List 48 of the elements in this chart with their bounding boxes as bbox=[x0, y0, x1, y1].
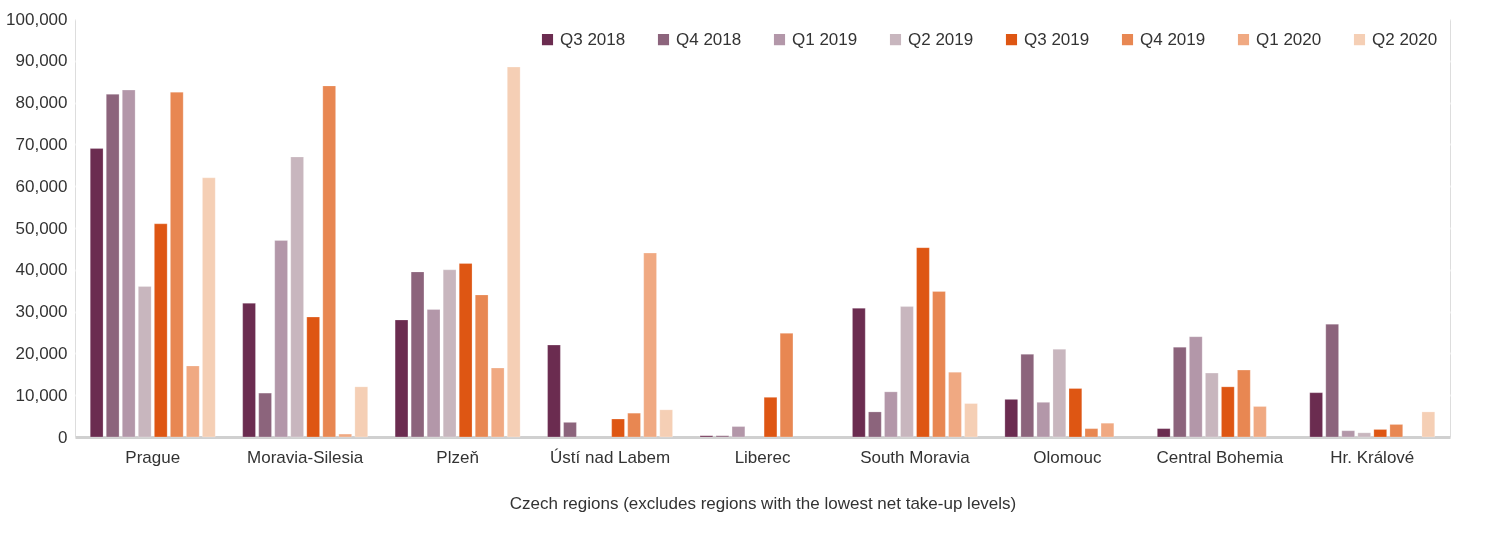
x-tick-label: Prague bbox=[125, 447, 181, 467]
x-tick-label: South Moravia bbox=[860, 447, 971, 467]
legend-label: Q4 2018 bbox=[676, 29, 742, 49]
legend-label: Q2 2020 bbox=[1372, 29, 1438, 49]
x-tick-label: Ústí nad Labem bbox=[550, 447, 671, 467]
bar bbox=[1421, 411, 1436, 438]
bar bbox=[627, 412, 641, 438]
bar bbox=[1253, 406, 1267, 438]
legend-label: Q1 2020 bbox=[1256, 29, 1322, 49]
y-tick-label: 60,000 bbox=[15, 176, 68, 196]
y-tick-label: 50,000 bbox=[15, 218, 68, 238]
y-tick-label: 90,000 bbox=[15, 51, 68, 71]
bar bbox=[1036, 402, 1051, 438]
x-tick-label: Central Bohemia bbox=[1156, 447, 1284, 467]
x-axis-title: Czech regions (excludes regions with the lowest net take-up levels) bbox=[509, 493, 1017, 513]
legend-label: Q3 2018 bbox=[560, 29, 626, 49]
bar bbox=[868, 411, 882, 438]
y-tick-label: 70,000 bbox=[15, 134, 68, 154]
x-tick-label: Plzeň bbox=[436, 447, 479, 467]
bar bbox=[659, 409, 673, 438]
legend-label: Q1 2019 bbox=[792, 29, 858, 49]
y-tick-label: 20,000 bbox=[15, 343, 68, 363]
bar bbox=[1004, 399, 1018, 438]
y-tick-label: 0 bbox=[58, 427, 68, 447]
y-tick-label: 40,000 bbox=[15, 260, 68, 280]
x-tick-label: Moravia-Silesia bbox=[247, 447, 364, 467]
bar bbox=[1373, 429, 1387, 438]
bar bbox=[563, 422, 577, 438]
y-tick-label: 80,000 bbox=[15, 93, 68, 113]
bar bbox=[1157, 428, 1171, 438]
y-tick-label: 30,000 bbox=[15, 302, 68, 322]
bar bbox=[1084, 428, 1099, 438]
legend-label: Q2 2019 bbox=[908, 29, 974, 49]
bar bbox=[964, 403, 978, 438]
legend-label: Q3 2019 bbox=[1024, 29, 1090, 49]
bar bbox=[338, 433, 352, 438]
x-tick-label: Liberec bbox=[734, 447, 791, 467]
y-tick-label: 100,000 bbox=[6, 9, 68, 29]
bar bbox=[1341, 430, 1355, 438]
bar bbox=[1389, 424, 1403, 438]
bar bbox=[611, 418, 625, 438]
x-tick-label: Olomouc bbox=[1033, 447, 1102, 467]
y-tick-label: 10,000 bbox=[15, 385, 68, 405]
bar bbox=[731, 426, 746, 438]
x-tick-label: Hr. Králové bbox=[1330, 447, 1415, 467]
bar bbox=[1100, 422, 1115, 438]
bar bbox=[1357, 432, 1371, 438]
legend-label: Q4 2019 bbox=[1140, 29, 1206, 49]
